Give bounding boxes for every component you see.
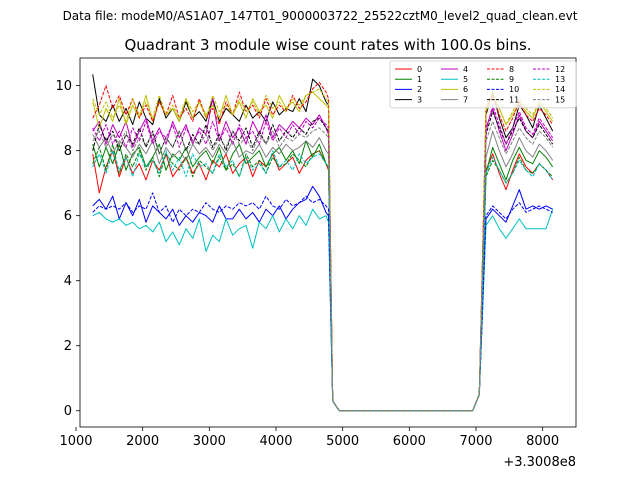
legend-label-4: 4: [463, 65, 468, 74]
series-line-12: [92, 104, 554, 412]
series-line-10: [92, 192, 553, 412]
x-tick-label: 5000: [326, 434, 359, 449]
y-axis: 0 2 4 6 8 10: [55, 79, 80, 419]
legend-label-15: 15: [555, 95, 565, 104]
series-layer: [92, 74, 554, 412]
x-offset-label: +3.3008e8: [503, 455, 576, 470]
legend-label-6: 6: [463, 85, 468, 94]
chart-suptitle: Data file: modeM0/AS1A07_147T01_90000037…: [63, 9, 578, 23]
series-line-7: [92, 130, 554, 412]
x-tick-label: 8000: [526, 434, 559, 449]
legend-label-10: 10: [509, 85, 519, 94]
legend-label-1: 1: [417, 75, 422, 84]
series-line-9: [92, 143, 554, 412]
series-line-0: [92, 150, 554, 412]
plot-frame: [79, 57, 577, 428]
x-tick-label: 6000: [393, 434, 426, 449]
legend-label-5: 5: [463, 75, 468, 84]
chart-title: Quadrant 3 module wise count rates with …: [124, 36, 531, 54]
y-tick-label: 2: [64, 339, 72, 354]
legend-label-13: 13: [555, 75, 565, 84]
legend-label-11: 11: [509, 95, 519, 104]
x-axis: 1000 2000 3000 4000 5000 6000 7000 8000: [59, 427, 559, 449]
y-tick-label: 8: [64, 144, 72, 159]
series-line-15: [92, 120, 554, 412]
legend-label-12: 12: [555, 65, 565, 74]
legend-label-14: 14: [555, 85, 565, 94]
y-tick-label: 0: [64, 404, 72, 419]
x-tick-label: 7000: [459, 434, 492, 449]
x-tick-label: 4000: [259, 434, 292, 449]
series-line-4: [92, 98, 554, 412]
series-line-1: [92, 140, 554, 412]
series-line-13: [92, 150, 554, 412]
legend-label-0: 0: [417, 65, 422, 74]
legend-box: [389, 60, 577, 109]
x-tick-label: 1000: [59, 434, 92, 449]
y-tick-label: 6: [64, 209, 72, 224]
legend-label-3: 3: [417, 95, 422, 104]
x-tick-label: 3000: [193, 434, 226, 449]
y-tick-label: 10: [55, 79, 72, 94]
x-tick-label: 2000: [126, 434, 159, 449]
legend-label-2: 2: [417, 85, 422, 94]
series-line-14: [92, 88, 554, 412]
legend-label-8: 8: [509, 65, 514, 74]
legend-label-9: 9: [509, 75, 514, 84]
series-line-11: [92, 111, 554, 412]
series-line-2: [92, 185, 553, 412]
y-tick-label: 4: [64, 274, 72, 289]
legend-label-7: 7: [463, 95, 468, 104]
series-line-5: [92, 208, 554, 412]
